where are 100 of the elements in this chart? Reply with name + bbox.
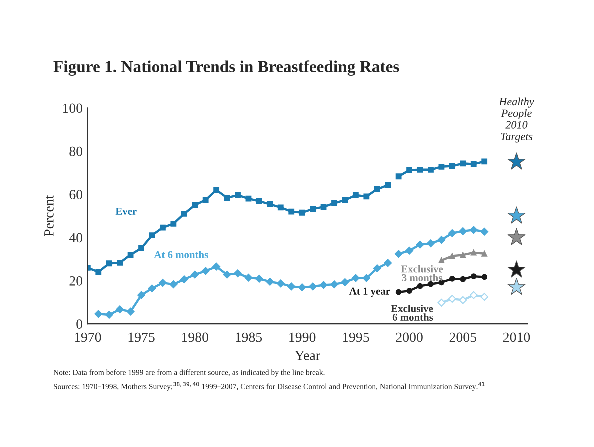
point <box>138 246 144 252</box>
point <box>288 282 296 291</box>
point <box>470 226 478 234</box>
point <box>106 260 112 267</box>
point <box>159 279 167 288</box>
point <box>298 284 306 292</box>
point <box>449 253 456 260</box>
point <box>460 276 466 282</box>
point <box>223 270 232 279</box>
point <box>181 211 188 217</box>
point <box>276 280 285 288</box>
point <box>299 210 306 216</box>
point <box>352 274 360 282</box>
x-tick-label: 1985 <box>236 332 262 342</box>
point <box>288 208 295 215</box>
point <box>428 281 434 288</box>
point <box>482 158 488 165</box>
point <box>406 167 412 174</box>
point <box>438 164 445 170</box>
point <box>126 308 135 316</box>
point <box>449 276 456 282</box>
point <box>416 240 424 249</box>
x-tick-label: 2005 <box>450 332 476 342</box>
point <box>180 276 188 284</box>
point <box>212 262 221 271</box>
x-tick-label: 1975 <box>128 332 155 342</box>
point <box>394 250 403 258</box>
point <box>438 298 446 307</box>
point <box>406 288 412 294</box>
y-tick-label: 0 <box>76 320 83 330</box>
point <box>480 228 489 236</box>
point <box>310 206 316 212</box>
point <box>460 252 466 258</box>
point <box>128 252 134 258</box>
point <box>482 250 488 257</box>
point <box>470 274 477 280</box>
point <box>94 310 103 318</box>
point <box>470 291 478 300</box>
point <box>266 278 274 286</box>
point <box>342 197 348 204</box>
series-label: Exclusive 6 months <box>391 304 434 321</box>
point <box>438 236 446 244</box>
point <box>406 246 414 255</box>
point <box>449 163 456 170</box>
point <box>320 204 327 210</box>
point <box>448 229 456 238</box>
x-tick-label: 1990 <box>290 332 316 342</box>
point <box>202 267 210 276</box>
series-label: At 6 months <box>154 251 208 258</box>
series-label: Healthy People 2010 Targets <box>499 98 534 143</box>
point <box>374 186 380 192</box>
point <box>192 202 198 208</box>
point <box>417 166 424 173</box>
point <box>138 291 146 300</box>
point <box>448 295 456 303</box>
point <box>470 161 477 168</box>
point <box>202 197 209 204</box>
point <box>352 192 359 198</box>
y-tick-label: 60 <box>70 190 83 200</box>
point <box>148 284 156 293</box>
point <box>244 274 253 282</box>
x-tick-label: 1995 <box>343 332 370 342</box>
point <box>417 283 424 290</box>
x-tick-label: 1980 <box>182 332 208 342</box>
point <box>459 227 468 236</box>
point <box>117 260 124 266</box>
point <box>396 289 402 296</box>
x-tick-label: 1970 <box>75 332 102 342</box>
point <box>235 192 241 198</box>
chart-title: Figure 1. National Trends in Breastfeeding Rates <box>54 60 400 76</box>
point <box>332 200 338 206</box>
point <box>116 306 124 314</box>
point <box>385 182 392 188</box>
y-tick-label: 80 <box>70 146 83 156</box>
point <box>320 281 328 290</box>
point <box>480 293 489 302</box>
point <box>482 274 488 280</box>
series-label: At 1 year <box>350 288 390 298</box>
point <box>362 274 371 282</box>
x-axis-title: Year <box>295 351 320 360</box>
series-label: Exclusive 3 months <box>401 265 444 282</box>
point <box>309 282 318 291</box>
point <box>428 166 434 173</box>
point <box>396 174 402 180</box>
x-tick-label: 2010 <box>503 332 530 342</box>
point <box>149 232 156 239</box>
point <box>341 278 350 286</box>
point <box>96 269 102 276</box>
point <box>255 274 264 283</box>
x-tick-label: 2000 <box>396 332 423 342</box>
point <box>224 195 230 201</box>
y-tick-label: 100 <box>63 104 83 114</box>
point <box>470 250 477 256</box>
point <box>427 240 435 248</box>
point <box>364 194 370 200</box>
point <box>278 204 284 211</box>
point <box>460 160 466 167</box>
text: Ever <box>116 208 137 215</box>
point <box>330 280 338 289</box>
point <box>256 198 262 204</box>
